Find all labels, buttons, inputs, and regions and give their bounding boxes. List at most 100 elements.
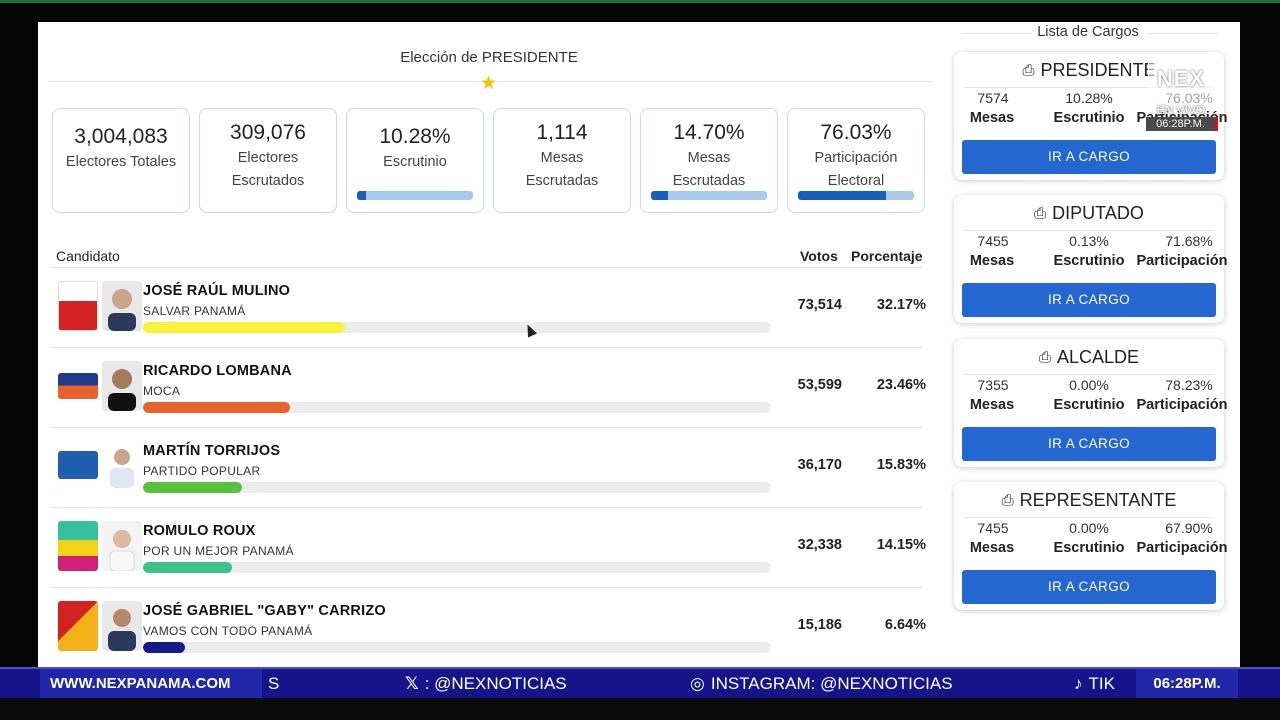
- cargo-escrutinio-label: Escrutinio: [1053, 253, 1125, 269]
- candidate-votes: 73,514: [797, 297, 842, 313]
- candidate-name: JOSÉ RAÚL MULINO: [143, 283, 291, 299]
- stat-label: Participación Electoral: [814, 150, 898, 189]
- cargos-title: Lista de Cargos: [1037, 24, 1139, 40]
- cargo-mesas-value: 7455: [977, 233, 1009, 249]
- progress-fill: [357, 191, 367, 200]
- cargo-divider: [964, 517, 1214, 518]
- vote-share-fill: [143, 642, 185, 653]
- ir-a-cargo-alcalde-button[interactable]: IR A CARGO: [962, 427, 1216, 461]
- stat-card-electores-totales: 3,004,083 Electores Totales: [52, 108, 190, 213]
- table-row[interactable]: JOSÉ GABRIEL "GABY" CARRIZO VAMOS CON TO…: [38, 587, 940, 667]
- ballot-icon: ⎙: [1001, 492, 1014, 509]
- tiktok-label: TIK: [1088, 674, 1115, 693]
- cargo-name: ALCALDE: [1056, 347, 1140, 367]
- cargo-heading: ⎙ DIPUTADO: [954, 203, 1224, 224]
- cargo-name: DIPUTADO: [1052, 203, 1144, 223]
- candidate-votes: 32,338: [797, 537, 842, 553]
- cargo-mesas-label: Mesas: [969, 540, 1015, 556]
- cargo-participacion-label: Participación: [1136, 253, 1228, 269]
- cargo-escrutinio-value: 0.00%: [1069, 520, 1109, 536]
- ir-a-cargo-representante-button[interactable]: IR A CARGO: [962, 570, 1216, 604]
- cargo-escrutinio-value: 0.13%: [1069, 233, 1109, 249]
- stat-card-mesas-escrutadas-pct: 14.70% Mesas Escrutadas: [640, 108, 778, 213]
- party-logo-popular: [58, 451, 98, 479]
- party-logo-rm: [58, 281, 98, 331]
- ticker-instagram: ◎ INSTAGRAM: @NEXNOTICIAS: [690, 669, 953, 698]
- progress-fill: [798, 191, 887, 200]
- vote-share-bar: [143, 642, 771, 653]
- results-panel: Elección de PRESIDENTE ★ 3,004,083 Elect…: [38, 22, 1240, 668]
- party-logo-vamos: [58, 601, 98, 651]
- vote-share-bar: [143, 402, 771, 413]
- party-name: MOCA: [143, 384, 181, 398]
- ticker-x: 𝕏: @NEXNOTICIAS: [405, 669, 567, 698]
- candidate-votes: 36,170: [797, 457, 842, 473]
- mesas-progress-bar: [651, 191, 767, 200]
- ballot-icon: ⎙: [1038, 349, 1051, 366]
- cargos-divider-right: [1148, 33, 1218, 34]
- vote-share-bar: [143, 322, 771, 333]
- party-name: PARTIDO POPULAR: [143, 464, 261, 478]
- stat-card-mesas-escrutadas: 1,114 Mesas Escrutadas: [493, 108, 631, 213]
- stat-card-participacion: 76.03% Participación Electoral: [787, 108, 925, 213]
- cargo-mesas-value: 7455: [977, 520, 1009, 536]
- vote-share-fill: [143, 322, 346, 333]
- participacion-progress-bar: [798, 191, 914, 200]
- cargo-escrutinio-label: Escrutinio: [1053, 540, 1125, 556]
- vote-share-fill: [143, 562, 232, 573]
- party-logo-cd: [58, 521, 98, 571]
- cargo-name: REPRESENTANTE: [1019, 490, 1177, 510]
- cargo-participacion-value: 78.23%: [1165, 377, 1213, 393]
- stat-card-electores-escrutados: 309,076 Electores Escrutados: [199, 108, 337, 213]
- candidate-photo: [102, 601, 142, 651]
- vote-share-fill: [143, 482, 243, 493]
- stat-card-escrutinio: 10.28% Escrutinio: [346, 108, 484, 213]
- ballot-icon: ⎙: [1022, 62, 1035, 79]
- stat-value: 309,076: [230, 121, 306, 144]
- candidate-votes: 15,186: [797, 617, 842, 633]
- cargo-mesas-label: Mesas: [969, 110, 1015, 126]
- table-row[interactable]: MARTÍN TORRIJOS PARTIDO POPULAR 36,170 1…: [38, 427, 940, 507]
- ir-a-cargo-diputado-button[interactable]: IR A CARGO: [962, 283, 1216, 317]
- ticker-website[interactable]: WWW.NEXPANAMA.COM: [40, 669, 262, 698]
- title-divider: [48, 81, 932, 82]
- cargo-heading: ⎙ ALCALDE: [954, 347, 1224, 368]
- cargo-heading: ⎙ PRESIDENTE: [954, 60, 1224, 81]
- cargo-participacion-label: Participación: [1136, 540, 1228, 556]
- cargo-mesas-value: 7355: [977, 377, 1009, 393]
- candidate-name: MARTÍN TORRIJOS: [143, 443, 281, 459]
- cargo-divider: [964, 87, 1214, 88]
- party-name: VAMOS CON TODO PANAMÁ: [143, 624, 313, 638]
- table-divider: [50, 347, 922, 348]
- table-row[interactable]: RICARDO LOMBANA MOCA 53,599 23.46%: [38, 347, 940, 427]
- cargo-participacion-value: 67.90%: [1165, 520, 1213, 536]
- stat-value: 76.03%: [820, 121, 892, 144]
- table-row[interactable]: ROMULO ROUX POR UN MEJOR PANAMÁ 32,338 1…: [38, 507, 940, 587]
- table-row[interactable]: JOSÉ RAÚL MULINO SALVAR PANAMÁ 73,514 32…: [38, 267, 940, 347]
- candidate-percentage: 14.15%: [876, 537, 926, 553]
- cargo-name: PRESIDENTE: [1040, 60, 1156, 80]
- candidate-percentage: 15.83%: [876, 457, 926, 473]
- escrutinio-progress-bar: [357, 191, 473, 200]
- stat-label: Escrutinio: [383, 154, 447, 170]
- cargo-divider: [964, 374, 1214, 375]
- stat-value: 1,114: [536, 121, 588, 144]
- cargo-participacion-label: Participación: [1136, 397, 1228, 413]
- live-label: EN VIVO: [1156, 103, 1206, 117]
- top-accent-line: [0, 0, 1280, 3]
- ticker-time: 06:28P.M.: [1136, 669, 1238, 698]
- cargo-escrutinio-label: Escrutinio: [1053, 397, 1125, 413]
- vote-share-fill: [143, 402, 291, 413]
- stat-label: Electores Totales: [65, 154, 177, 170]
- table-divider: [50, 267, 922, 268]
- stat-value: 3,004,083: [74, 125, 168, 148]
- cargo-heading: ⎙ REPRESENTANTE: [954, 490, 1224, 511]
- party-logo-moca: [58, 373, 98, 399]
- candidate-name: JOSÉ GABRIEL "GABY" CARRIZO: [143, 603, 386, 619]
- ir-a-cargo-presidente-button[interactable]: IR A CARGO: [962, 140, 1216, 174]
- cargo-escrutinio-value: 0.00%: [1069, 377, 1109, 393]
- page-title: Elección de PRESIDENTE: [400, 49, 578, 66]
- candidate-photo: [102, 281, 142, 331]
- ticker-tiktok: ♪ TIK: [1074, 669, 1115, 698]
- candidate-percentage: 32.17%: [876, 297, 926, 313]
